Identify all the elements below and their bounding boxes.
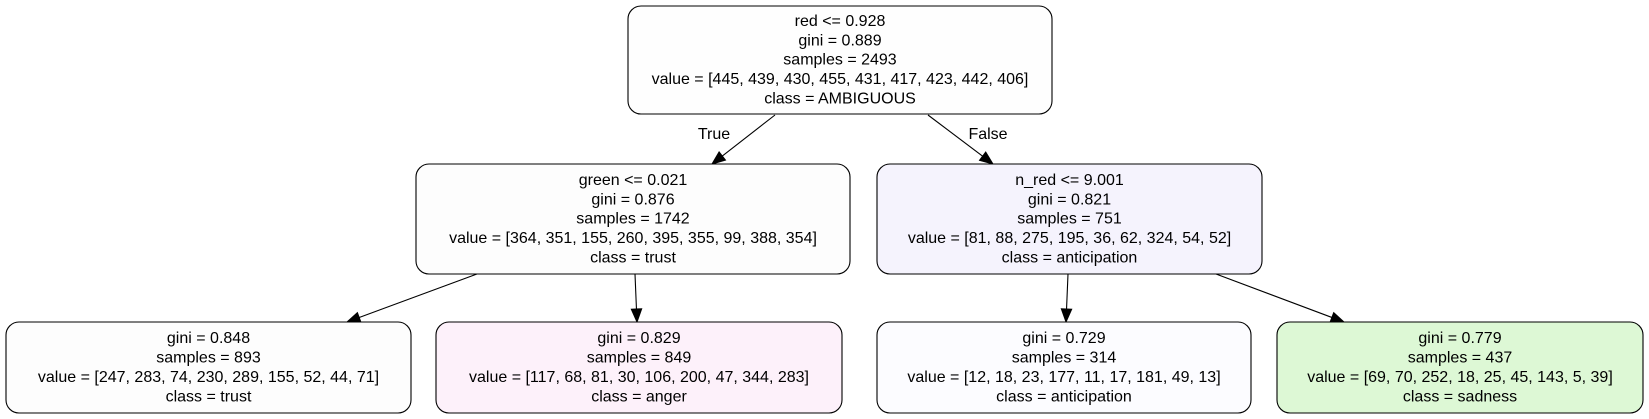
node-text-line: value = [12, 18, 23, 177, 11, 17, 181, 4… xyxy=(907,369,1220,386)
edge-line xyxy=(721,114,776,157)
edge-right-to-leaf-3 xyxy=(1060,273,1073,324)
node-box xyxy=(876,321,1252,414)
node-box xyxy=(627,5,1053,115)
edge-line xyxy=(1215,273,1333,318)
node-box xyxy=(415,163,851,275)
node-text-line: class = trust xyxy=(590,250,676,267)
node-text-line: gini = 0.848 xyxy=(167,330,250,347)
nodes-layer: red <= 0.928 gini = 0.889 samples = 2493 va… xyxy=(5,5,1644,414)
node-text-line: gini = 0.729 xyxy=(1022,330,1105,347)
node-text-line: value = [247, 283, 74, 230, 289, 155, 52… xyxy=(38,369,379,386)
node-text-line: samples = 751 xyxy=(1017,211,1122,228)
node-text-line: class = trust xyxy=(166,388,252,405)
arrowhead-icon xyxy=(978,151,995,165)
node-text-line: class = anticipation xyxy=(996,388,1132,405)
edge-line xyxy=(634,273,638,310)
edge-line xyxy=(927,114,983,157)
tree-node-leaf-4: gini = 0.779 samples = 437 value = [69, 70… xyxy=(1276,321,1644,414)
arrowhead-icon xyxy=(1060,308,1073,324)
node-text-line: value = [445, 439, 430, 455, 431, 417, 4… xyxy=(652,71,1029,88)
node-box xyxy=(435,321,843,414)
arrowhead-icon xyxy=(345,311,362,323)
edge-root-to-right: False xyxy=(927,114,1008,165)
edge-line xyxy=(1065,273,1069,310)
node-text-line: class = anticipation xyxy=(1002,250,1138,267)
node-box xyxy=(876,163,1263,275)
node-text-line: samples = 2493 xyxy=(783,52,897,69)
node-text-line: samples = 314 xyxy=(1012,350,1117,367)
node-text-line: value = [81, 88, 275, 195, 36, 62, 324, … xyxy=(908,230,1231,247)
edge-label: True xyxy=(698,126,730,143)
node-text-line: class = AMBIGUOUS xyxy=(764,91,916,108)
edge-left-to-leaf-2 xyxy=(630,273,643,324)
node-text-line: gini = 0.821 xyxy=(1028,191,1111,208)
edge-right-to-leaf-4 xyxy=(1215,273,1346,323)
node-text-line: samples = 893 xyxy=(156,350,261,367)
tree-node-left: green <= 0.021 gini = 0.876 samples = 1742… xyxy=(415,163,851,275)
arrowhead-icon xyxy=(1329,311,1346,323)
node-text-line: gini = 0.779 xyxy=(1418,330,1501,347)
tree-node-leaf-2: gini = 0.829 samples = 849 value = [117, 6… xyxy=(435,321,843,414)
node-text-line: n_red <= 9.001 xyxy=(1015,172,1124,189)
node-text-line: green <= 0.021 xyxy=(579,172,688,189)
node-text-line: gini = 0.876 xyxy=(591,191,674,208)
tree-node-leaf-1: gini = 0.848 samples = 893 value = [247, 2… xyxy=(5,321,412,414)
node-text-line: red <= 0.928 xyxy=(795,13,886,30)
node-text-line: samples = 437 xyxy=(1408,350,1513,367)
arrowhead-icon xyxy=(630,308,643,324)
node-text-line: value = [117, 68, 81, 30, 106, 200, 47, … xyxy=(469,369,809,386)
node-box xyxy=(1276,321,1644,414)
node-text-line: samples = 1742 xyxy=(576,211,690,228)
edge-left-to-leaf-1 xyxy=(345,273,478,323)
node-text-line: value = [364, 351, 155, 260, 395, 355, 9… xyxy=(449,230,817,247)
edge-label: False xyxy=(968,126,1007,143)
node-text-line: samples = 849 xyxy=(587,350,692,367)
node-text-line: gini = 0.829 xyxy=(597,330,680,347)
edge-root-to-left: True xyxy=(698,114,776,165)
tree-node-leaf-3: gini = 0.729 samples = 314 value = [12, 18… xyxy=(876,321,1252,414)
node-text-line: class = sadness xyxy=(1403,388,1517,405)
node-box xyxy=(5,321,412,414)
edge-line xyxy=(359,273,478,319)
node-text-line: value = [69, 70, 252, 18, 25, 45, 143, 5… xyxy=(1307,369,1613,386)
tree-node-right: n_red <= 9.001 gini = 0.821 samples = 751 v… xyxy=(876,163,1263,275)
arrowhead-icon xyxy=(710,151,727,165)
node-text-line: gini = 0.889 xyxy=(798,32,881,49)
node-text-line: class = anger xyxy=(591,388,687,405)
tree-node-root: red <= 0.928 gini = 0.889 samples = 2493 va… xyxy=(627,5,1053,115)
